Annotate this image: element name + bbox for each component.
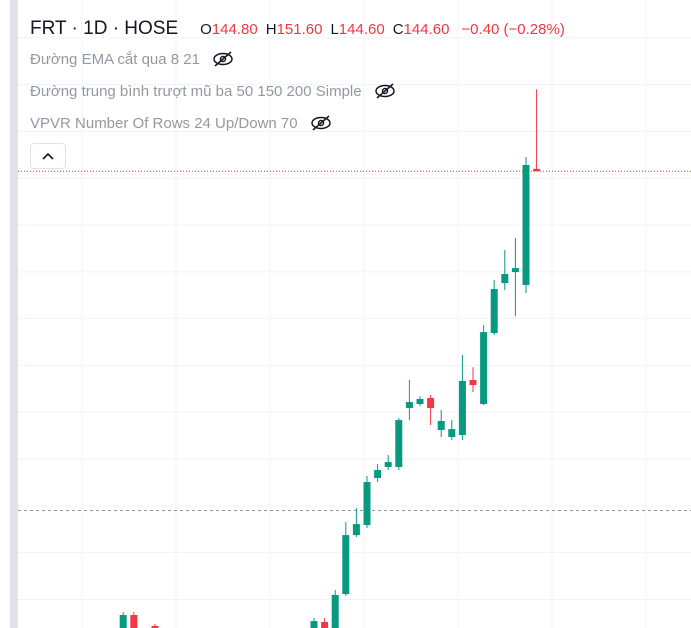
candle-body (490, 289, 498, 334)
candle-body (501, 274, 509, 284)
key: O (200, 21, 212, 38)
candle-body (469, 380, 477, 386)
indicator-name: Đường trung bình trượt mũ ba 50 150 200 … (30, 82, 362, 100)
grid (18, 0, 691, 628)
hidden-icon[interactable] (310, 114, 332, 132)
candle-body (533, 168, 541, 172)
candle-body (458, 380, 466, 436)
candle-body (342, 535, 350, 595)
candle-body (384, 462, 392, 467)
candle-body (374, 470, 382, 478)
symbol-title: FRT · 1D · HOSE (30, 18, 179, 39)
key: C (392, 21, 404, 38)
candle-body (416, 399, 424, 405)
hidden-icon[interactable] (374, 82, 396, 100)
ohlc-low: L144.60 (330, 21, 384, 38)
key: L (330, 21, 339, 38)
candle-body (119, 615, 127, 628)
candle-body (352, 524, 360, 536)
value: 144.80 (211, 21, 258, 38)
indicator[interactable]: Đường EMA cắt qua 8 21 (30, 50, 234, 68)
ohlc-open: O144.80 (200, 21, 258, 38)
candle-body (405, 402, 413, 409)
scroll-edge (10, 0, 18, 628)
candles (119, 89, 541, 628)
indicator[interactable]: Đường trung bình trượt mũ ba 50 150 200 … (30, 82, 396, 100)
candle-body (310, 621, 318, 628)
candle-body (130, 615, 138, 628)
candle-body (522, 164, 530, 286)
candle-body (331, 595, 339, 628)
change: −0.40 (−0.28%) (461, 21, 565, 38)
ohlc-high: H151.60 (266, 21, 323, 38)
value: 151.60 (276, 21, 323, 38)
ohlc-close: C144.60 (393, 21, 450, 38)
candle-body (480, 332, 488, 405)
candle-body (427, 398, 435, 409)
indicator[interactable]: VPVR Number Of Rows 24 Up/Down 70 (30, 114, 332, 132)
indicator-name: Đường EMA cắt qua 8 21 (30, 50, 200, 68)
candle-body (321, 622, 329, 628)
key: H (265, 21, 277, 38)
candle-body (151, 626, 159, 628)
legend-header: FRT · 1D · HOSE O144.80 H151.60 L144.60 … (30, 18, 565, 40)
value: 144.60 (338, 21, 385, 38)
value: 144.60 (403, 21, 450, 38)
chevron-up (42, 152, 54, 160)
candle-body (511, 268, 519, 273)
hidden-icon[interactable] (212, 50, 234, 68)
candle-body (363, 482, 371, 526)
candle-body (437, 421, 445, 431)
indicator-name: VPVR Number Of Rows 24 Up/Down 70 (30, 114, 298, 132)
candle-body (448, 429, 456, 438)
candle-body (395, 420, 403, 467)
collapse-button[interactable] (30, 143, 66, 169)
